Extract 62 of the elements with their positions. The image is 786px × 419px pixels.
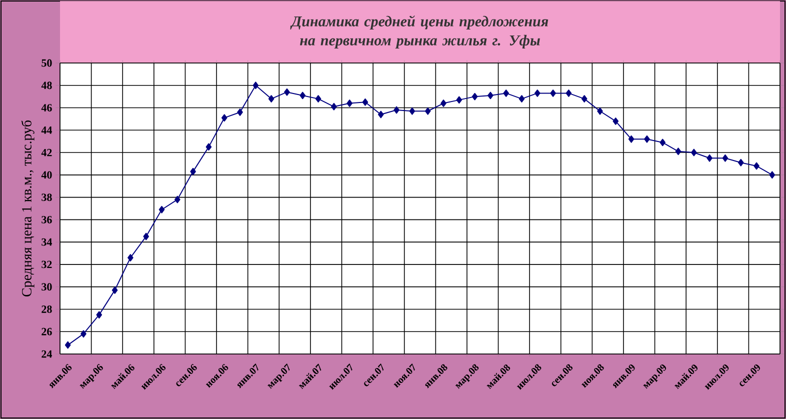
point — [300, 92, 306, 100]
point — [456, 96, 462, 104]
point — [331, 102, 337, 110]
y-tick-label: 44 — [41, 126, 52, 134]
y-tick-label: 50 — [42, 59, 52, 67]
point — [315, 95, 322, 103]
chart-title: Динамика средней цены предложения на первичном рынка жилья г. Уфы — [290, 15, 548, 48]
point — [722, 154, 728, 162]
point — [706, 154, 712, 162]
point — [550, 90, 556, 97]
point — [128, 254, 134, 262]
point — [346, 100, 352, 107]
point — [581, 95, 588, 103]
y-tick-label: 28 — [42, 306, 52, 313]
point — [362, 98, 368, 106]
point — [503, 90, 509, 97]
point — [206, 143, 212, 151]
point — [675, 148, 682, 156]
point — [143, 232, 149, 240]
point — [284, 88, 290, 96]
point — [488, 92, 494, 100]
point — [597, 107, 603, 115]
point — [738, 158, 744, 166]
point — [221, 114, 228, 122]
point — [644, 135, 650, 143]
y-tick-label: 34 — [42, 238, 52, 246]
y-tick-label: 24 — [42, 350, 52, 358]
point — [754, 162, 760, 170]
point — [518, 95, 525, 103]
point — [378, 110, 384, 118]
y-tick-label: 26 — [42, 328, 52, 336]
point — [612, 117, 619, 125]
point — [660, 138, 666, 146]
point — [252, 82, 259, 90]
point — [628, 135, 634, 143]
point — [158, 206, 165, 214]
point — [96, 311, 102, 319]
point — [190, 168, 196, 176]
y-tick-label: 42 — [41, 148, 52, 156]
y-tick-label: 36 — [42, 216, 52, 224]
point — [424, 107, 431, 115]
y-tick-label: 38 — [42, 194, 52, 202]
y-axis-title: Средняя цена 1 кв.м., тыс.руб — [21, 120, 34, 296]
point — [769, 171, 776, 179]
point — [691, 148, 697, 156]
y-tick-label: 30 — [42, 283, 52, 291]
point — [237, 108, 243, 116]
point — [409, 107, 416, 115]
y-tick-label: 32 — [42, 260, 52, 268]
point — [534, 90, 540, 97]
point — [64, 341, 71, 349]
y-tick-label: 40 — [41, 171, 52, 179]
point — [174, 196, 180, 204]
point — [394, 106, 400, 114]
point — [268, 95, 274, 103]
point — [80, 330, 86, 338]
point — [472, 92, 478, 100]
y-tick-label: 48 — [41, 82, 52, 90]
y-tick-label: 46 — [41, 104, 52, 112]
point — [112, 286, 118, 294]
point — [440, 100, 446, 107]
point — [566, 90, 572, 97]
